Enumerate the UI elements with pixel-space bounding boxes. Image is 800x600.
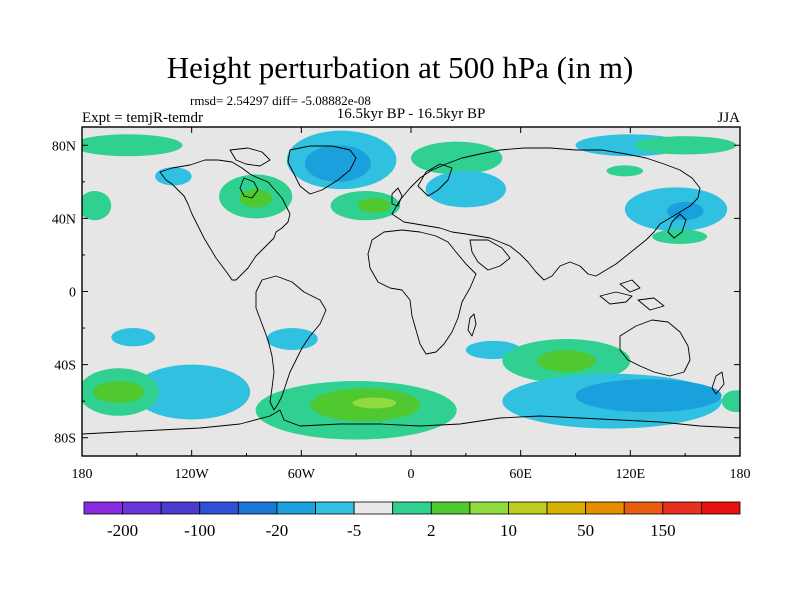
colorbar-box <box>701 501 741 515</box>
coastline-eurasia <box>391 147 701 281</box>
coastline-arctic-islands <box>229 147 271 167</box>
coastline-arabia <box>469 239 511 271</box>
height-perturbation-field <box>82 130 740 440</box>
y-tick-label: 80N <box>52 139 76 154</box>
field-region-southeast-pacific-negative <box>133 364 251 420</box>
colorbar: -200 -100 -20 -5 2 10 50 150 <box>83 501 741 540</box>
field-region-arctic-pacific-positive-core <box>107 137 167 149</box>
colorbar-label: -20 <box>266 521 289 540</box>
colorbar-label: -100 <box>184 521 215 540</box>
colorbar-box <box>276 501 316 515</box>
x-tick-label: 180 <box>730 467 751 482</box>
coastline-antarctica <box>82 409 740 435</box>
colorbar-box <box>585 501 625 515</box>
field-region-southern-ocean-negative-core <box>575 379 722 413</box>
field-region-north-pacific-east-positive <box>652 229 708 244</box>
x-tick-label: 60E <box>509 467 532 482</box>
field-region-north-atlantic-positive-core <box>357 198 391 213</box>
coastline-hudson-bay <box>239 177 259 199</box>
field-region-eurasia-positive <box>411 141 503 175</box>
field-region-greenland-negative-core <box>304 145 371 182</box>
coastline-british-isles <box>391 187 403 207</box>
field-region-south-atlantic-positive-peak <box>352 397 397 409</box>
coastline-new-zealand <box>711 371 725 395</box>
coastline-scandinavia <box>417 163 453 197</box>
y-tick-label: 40N <box>52 212 76 227</box>
colorbar-box <box>546 501 587 515</box>
colorbar-box <box>199 501 239 515</box>
colorbar-label: 50 <box>577 521 594 540</box>
colorbar-box <box>469 501 509 515</box>
field-region-south-america-negative <box>266 328 318 350</box>
map-title: Height perturbation at 500 hPa (in m) <box>166 50 634 85</box>
coastline-greenland <box>287 145 357 195</box>
y-tick-label: 80S <box>54 432 76 447</box>
field-region-south-pacific-positive-core <box>92 381 145 403</box>
colorbar-box <box>315 501 355 515</box>
longitude-axis: 180 120W 60W 0 60E 120E 180 <box>72 127 751 482</box>
coastline-south-america <box>255 275 327 411</box>
coastline-madagascar <box>467 313 477 337</box>
colorbar-label: 150 <box>650 521 676 540</box>
x-tick-label: 180 <box>72 467 93 482</box>
rmsd-diff-stats: rmsd= 2.54297 diff= -5.08882e-08 <box>190 93 371 108</box>
coastline-africa <box>367 229 477 355</box>
coastline-north-america <box>159 159 291 281</box>
colorbar-box <box>160 501 201 515</box>
x-tick-label: 0 <box>408 467 415 482</box>
colorbar-label: -5 <box>347 521 361 540</box>
x-tick-label: 120W <box>175 467 210 482</box>
field-region-siberia-positive <box>633 136 737 155</box>
coastline-maritime-continent <box>599 279 665 311</box>
colorbar-box <box>508 501 548 515</box>
colorbar-box <box>122 501 162 515</box>
period-label: 16.5kyr BP - 16.5kyr BP <box>336 106 486 122</box>
colorbar-label: 10 <box>500 521 517 540</box>
coastlines <box>82 145 740 435</box>
map-plot-area <box>82 127 740 456</box>
colorbar-box <box>353 501 394 515</box>
field-region-central-asia-positive <box>606 165 644 177</box>
colorbar-box <box>662 501 702 515</box>
field-region-north-america-positive-core <box>239 189 273 208</box>
field-region-dateline-south-positive <box>721 390 740 413</box>
colorbar-label: 2 <box>427 521 436 540</box>
colorbar-box <box>623 501 664 515</box>
field-region-indian-ocean-positive-core <box>537 349 596 372</box>
colorbar-box <box>83 501 123 515</box>
colorbar-box <box>430 501 471 515</box>
season-label: JJA <box>717 110 740 126</box>
y-tick-label: 40S <box>54 359 76 374</box>
colorbar-box <box>392 501 432 515</box>
field-region-europe-negative <box>425 170 507 208</box>
y-tick-label: 0 <box>69 286 76 301</box>
coastline-japan <box>667 213 687 239</box>
colorbar-label: -200 <box>107 521 138 540</box>
latitude-axis: 80N 40N 0 40S 80S <box>52 139 740 447</box>
x-tick-label: 60W <box>288 467 316 482</box>
field-region-south-pacific-small-negative <box>111 328 156 347</box>
colorbar-box <box>237 501 278 515</box>
field-region-north-pacific-west-positive <box>82 190 112 221</box>
x-tick-label: 120E <box>616 467 646 482</box>
experiment-label: Expt = temjR-temdr <box>82 110 203 126</box>
field-region-east-pacific-negative <box>155 167 192 186</box>
coastline-australia <box>619 319 691 377</box>
field-region-east-asia-negative-core <box>666 201 704 221</box>
